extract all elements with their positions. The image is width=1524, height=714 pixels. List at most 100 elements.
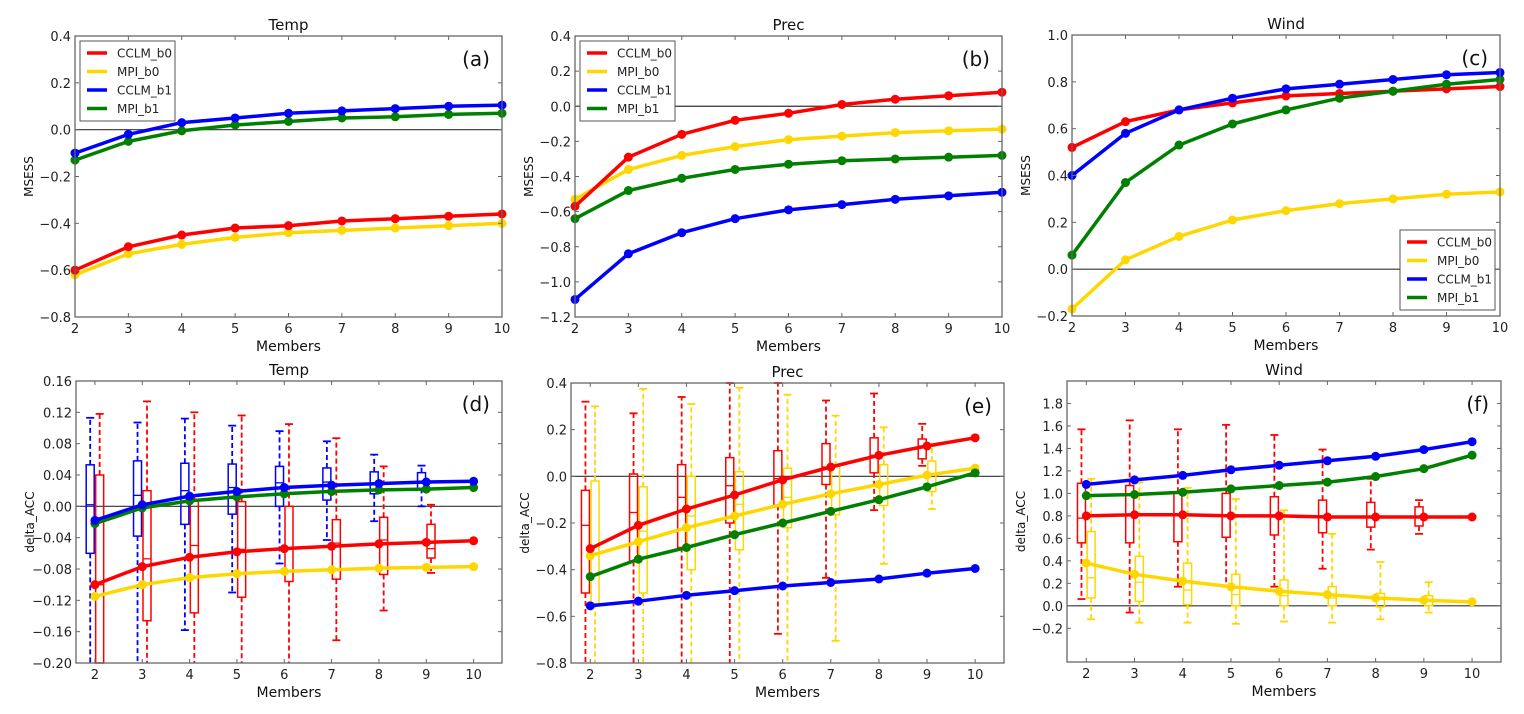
data-point [1467,437,1477,447]
data-point [90,591,100,601]
y-tick-label: 0.2 [1042,577,1063,592]
data-point [585,572,595,582]
box [85,464,95,555]
boxplot-CCLM_b0-7 [821,399,831,579]
data-point [730,115,740,125]
data-point [1130,475,1140,485]
x-tick-label: 6 [284,322,292,337]
data-point [123,249,133,259]
data-point [444,109,454,119]
boxplot-CCLM_b0-6 [773,382,783,635]
boxplot-CCLM_b0-2 [94,412,105,664]
data-point [421,562,431,572]
data-point [1371,512,1381,522]
panel-label: (f) [1466,392,1489,416]
data-point [1226,582,1236,592]
x-tick-label: 2 [71,322,79,337]
data-point [1274,586,1284,596]
data-point [327,486,337,496]
boxplot-CCLM_b0-5 [1221,423,1231,587]
data-point [1322,456,1332,466]
data-point [826,578,836,587]
y-axis-label: MSESS [22,156,36,197]
series-MPI_b1 [585,468,980,582]
box [734,470,745,551]
x-tick-label: 4 [682,668,690,683]
x-tick-label: 7 [838,322,846,337]
y-tick-label: 0.0 [1042,600,1063,615]
x-axis-label: Members [755,685,820,701]
data-point [374,539,384,549]
data-point [826,462,836,472]
y-tick-label: 0.6 [1042,532,1063,547]
data-point [1174,231,1184,241]
x-axis-label: Members [1252,684,1317,700]
boxplot-CCLM_b0-6 [284,423,294,663]
y-tick-label: −1.0 [539,276,571,291]
box [725,456,735,524]
x-tick-label: 2 [1082,667,1090,682]
data-point [970,468,980,478]
panel-label: (d) [462,392,490,416]
series-MPI_b0 [90,562,479,601]
x-tick-label: 9 [1420,667,1428,682]
x-tick-label: 10 [994,322,1011,337]
boxplot-MPI_b0-2 [1086,477,1096,621]
y-tick-label: 0.04 [43,469,72,484]
boxplot-CCLM_b0-4 [1173,428,1183,588]
x-tick-label: 4 [178,322,186,337]
data-point [677,129,687,139]
y-tick-label: 0.0 [50,124,71,139]
box [628,473,639,563]
box [132,460,143,537]
data-point [137,580,147,590]
data-point [1442,70,1451,80]
data-point [444,101,454,111]
x-tick-label: 7 [827,668,835,683]
x-axis-label: Members [257,685,322,701]
x-tick-label: 8 [391,322,399,337]
data-point [778,475,788,485]
series-CCLM_b0 [90,536,479,590]
panel-d: 2 3 4 5 6 7 8 9 10 0.16 0.12 0.08 0.04 0.00 −0.04 −0.08… [23,361,503,701]
x-axis-label: Members [756,339,821,355]
data-point [944,91,954,101]
data-point [284,108,293,118]
series-MPI_b0 [70,218,507,280]
data-point [730,490,740,500]
chart-title: Prec [771,363,803,381]
y-tick-label: 0.4 [1042,555,1063,570]
data-point [730,142,740,152]
y-tick-label: 0.16 [43,375,72,390]
y-tick-label: −0.2 [1036,310,1068,325]
legend-item-label: MPI_b0 [117,65,159,79]
data-point [1081,479,1091,489]
series-MPI_b1 [1081,450,1477,501]
boxplot-CCLM_b0-2 [580,400,591,663]
data-point [1442,189,1451,199]
x-tick-label: 8 [1389,321,1397,336]
x-tick-label: 4 [678,322,686,337]
y-tick-label: 0.6 [1047,123,1068,138]
data-point [633,537,643,547]
chart-title: Wind [1265,361,1303,379]
data-point [1371,472,1381,482]
y-tick-label: 0.0 [546,470,567,485]
data-point [1322,512,1332,522]
data-point [633,554,643,564]
data-point [585,544,595,554]
x-tick-label: 3 [124,322,132,337]
x-tick-label: 10 [1492,321,1509,336]
x-tick-label: 10 [494,322,511,337]
data-point [874,450,884,460]
boxplot-MPI_b0-8 [1375,561,1386,621]
data-point [390,223,400,233]
data-point [837,200,847,210]
data-point [137,500,147,510]
x-tick-label: 2 [91,668,99,683]
boxplot-CCLM_b0-3 [142,400,152,663]
series-CCLM_b1 [570,187,1007,304]
y-tick-label: −0.8 [39,311,71,326]
y-tick-label: 0.8 [1042,510,1063,525]
data-point [327,541,337,551]
